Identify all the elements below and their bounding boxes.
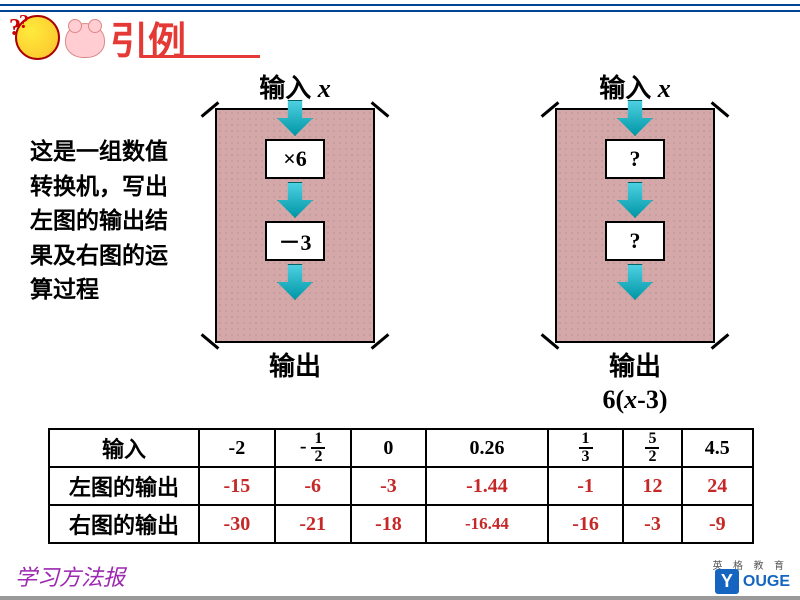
table-header: 左图的输出 [49, 467, 199, 505]
table-cell: -3 [351, 467, 427, 505]
op-box-4: ? [605, 221, 665, 261]
logo-text: OUGE [743, 573, 790, 591]
data-table: 输入-2- 1200.2613524.5 左图的输出-15-6-3-1.44-1… [48, 428, 754, 544]
output-label-right: 输出 [555, 346, 715, 383]
table-cell: -9 [682, 505, 753, 543]
arrow-icon [617, 182, 653, 218]
title-underline [140, 55, 260, 58]
output-label-left: 输出 [215, 346, 375, 383]
machine-left: 输入 x ×6 －3 输出 [215, 108, 375, 343]
table-cell: 4.5 [682, 429, 753, 467]
logo-letter: Y [715, 569, 739, 594]
machine-box-left: ×6 －3 [215, 108, 375, 343]
table-cell: 12 [623, 467, 681, 505]
table-cell: -15 [199, 467, 275, 505]
table-cell: -3 [623, 505, 681, 543]
op-box-1: ×6 [265, 139, 325, 179]
table-cell: -2 [199, 429, 275, 467]
table-cell: 0.26 [426, 429, 547, 467]
table-header: 右图的输出 [49, 505, 199, 543]
table-cell: -18 [351, 505, 427, 543]
table-cell: -21 [275, 505, 351, 543]
table-cell: 13 [548, 429, 624, 467]
arrow-icon [277, 100, 313, 136]
thinking-face-icon [15, 15, 60, 60]
table-cell: -16.44 [426, 505, 547, 543]
table-cell: -30 [199, 505, 275, 543]
arrow-icon [277, 264, 313, 300]
arrow-icon [617, 100, 653, 136]
op-box-2: －3 [265, 221, 325, 261]
pig-icon [65, 23, 105, 58]
output-formula: 6(x-3) [535, 385, 735, 415]
table-cell: -16 [548, 505, 624, 543]
table-cell: 0 [351, 429, 427, 467]
table-cell: -1.44 [426, 467, 547, 505]
arrow-icon [277, 182, 313, 218]
table-cell: - 12 [275, 429, 351, 467]
table-cell: 24 [682, 467, 753, 505]
footer-logo: Y OUGE [715, 569, 790, 594]
bottom-border [0, 596, 800, 600]
table-header: 输入 [49, 429, 199, 467]
table-cell: -1 [548, 467, 624, 505]
op-box-3: ? [605, 139, 665, 179]
footer-text: 学习方法报 [15, 560, 125, 592]
machine-right: 输入 x ? ? 输出 6(x-3) [555, 108, 715, 343]
table-cell: -6 [275, 467, 351, 505]
description-text: 这是一组数值转换机，写出左图的输出结果及右图的运算过程 [30, 135, 190, 308]
table-cell: 52 [623, 429, 681, 467]
arrow-icon [617, 264, 653, 300]
machine-box-right: ? ? [555, 108, 715, 343]
